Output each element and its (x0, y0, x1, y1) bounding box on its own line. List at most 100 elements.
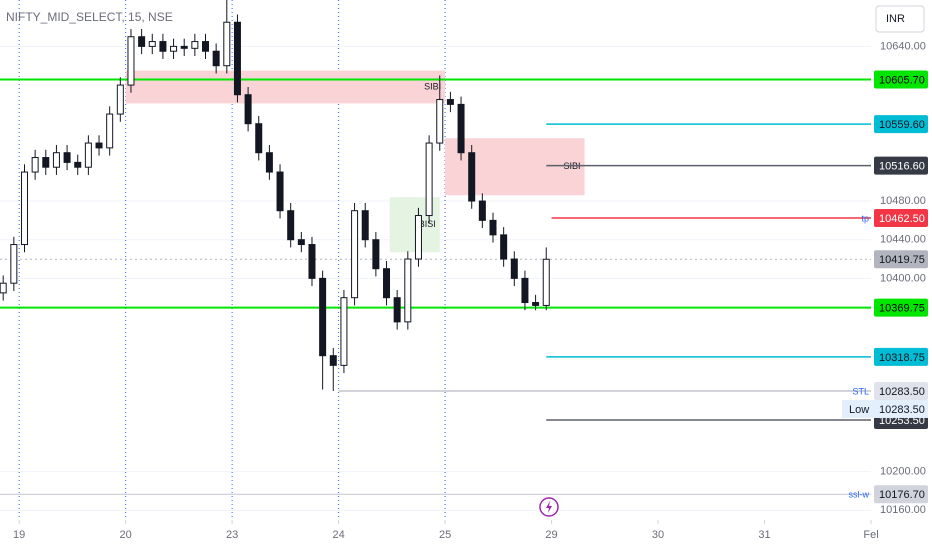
price-label-bg (874, 485, 928, 504)
candle-body (521, 277, 529, 304)
x-tick-label: 19 (13, 529, 25, 541)
price-label-bg (874, 208, 928, 227)
candle-body (425, 142, 433, 217)
candle-body (276, 171, 284, 212)
candle-body (180, 45, 188, 49)
price-label-bg (874, 70, 928, 89)
level-tag: tp (861, 213, 869, 223)
candle-body (0, 282, 7, 294)
candle-body (138, 36, 146, 47)
candle-body (31, 157, 39, 173)
alert-icon[interactable] (539, 497, 559, 517)
y-tick-label: 10640.00 (880, 40, 926, 52)
price-label: 10283.50 (879, 386, 925, 398)
x-tick-label: 24 (332, 529, 344, 541)
price-label: 10559.60 (879, 119, 925, 131)
currency-label[interactable]: INR (886, 13, 905, 25)
candle-body (468, 152, 476, 202)
zone (125, 70, 446, 104)
candle-body (489, 219, 497, 236)
low-row-bg (842, 399, 928, 418)
candle-body (52, 152, 60, 168)
x-tick-label: Fel (863, 529, 878, 541)
candle-body (478, 200, 486, 221)
candle-body (340, 297, 348, 366)
x-tick-label: 23 (226, 529, 238, 541)
price-label: 10318.75 (879, 352, 925, 364)
level-tag: STL (852, 386, 869, 396)
candle-body (74, 161, 82, 168)
candle-body (63, 152, 71, 163)
level-tag: ssl-w (849, 490, 870, 500)
candle-body (372, 239, 380, 270)
candle-body (148, 41, 156, 47)
price-label-bg (874, 298, 928, 317)
price-label: 10605.70 (879, 74, 925, 86)
y-tick-label: 10480.00 (880, 195, 926, 207)
candle-body (308, 244, 316, 279)
candle-body (446, 99, 454, 105)
candle-body (212, 50, 220, 67)
candle-body (170, 45, 178, 52)
candle-body (351, 210, 359, 299)
price-label: 10462.50 (879, 213, 925, 225)
low-row-label: Low (849, 404, 869, 416)
candle-body (265, 152, 273, 173)
x-tick-label: 31 (758, 529, 770, 541)
candle-body (532, 302, 540, 306)
candle-body (202, 41, 210, 52)
candle-body (457, 103, 465, 154)
low-row-price: 10283.50 (879, 404, 925, 416)
y-tick-label: 10440.00 (880, 234, 926, 246)
price-label: 10419.75 (879, 254, 925, 266)
price-label-bg (874, 115, 928, 134)
y-tick-label: 10200.00 (880, 466, 926, 478)
y-tick-label: 10400.00 (880, 272, 926, 284)
candle-body (255, 123, 263, 154)
price-label-bg (874, 156, 928, 175)
candle-body (95, 142, 103, 149)
price-label-bg (874, 250, 928, 269)
candle-body (106, 113, 114, 149)
price-label-bg (874, 381, 928, 400)
candle-body (393, 297, 401, 323)
x-tick-label: 25 (439, 529, 451, 541)
candle-body (510, 258, 518, 279)
candle-body (244, 94, 252, 125)
candle-body (42, 157, 50, 168)
currency-button[interactable] (875, 5, 925, 33)
chart-title: NIFTY_MID_SELECT, 15, NSE (6, 10, 173, 24)
candle-body (116, 84, 124, 115)
x-tick-label: 30 (652, 529, 664, 541)
candle-body (414, 215, 422, 260)
candle-body (233, 21, 241, 96)
candle-body (84, 142, 92, 168)
candle-body (127, 36, 135, 86)
candle-body (383, 268, 391, 299)
candle-body (159, 41, 167, 52)
price-label-bg (874, 347, 928, 366)
price-label: 10516.60 (879, 161, 925, 173)
candle-body (319, 277, 327, 357)
price-label: 10369.75 (879, 303, 925, 315)
x-tick-label: 29 (545, 529, 557, 541)
candle-body (329, 355, 337, 366)
candle-body (404, 258, 412, 323)
candle-body (297, 239, 305, 246)
candle-body (10, 244, 18, 284)
candle-body (287, 210, 295, 241)
candle-body (361, 210, 369, 241)
candle-body (542, 258, 550, 306)
y-tick-label: 10160.00 (880, 504, 926, 516)
candle-body (500, 234, 508, 260)
candle-body (20, 171, 28, 246)
price-label: 10176.70 (879, 489, 925, 501)
candle-body (191, 41, 199, 49)
zone-label: SIBI (424, 81, 441, 91)
candle-body (223, 21, 231, 67)
x-tick-label: 20 (120, 529, 132, 541)
zone-label: BISI (419, 219, 436, 229)
candle-body (436, 99, 444, 144)
